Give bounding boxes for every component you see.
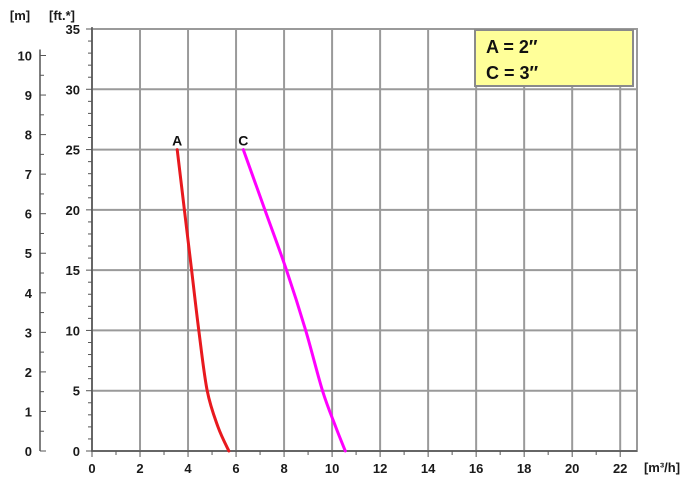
y-tick-label: 5 [73, 384, 80, 399]
x-tick-label: 16 [469, 461, 483, 476]
series-curve-c [241, 148, 347, 453]
y2-tick-label: 7 [25, 167, 32, 182]
y2-tick-label: 4 [25, 286, 33, 301]
series-curve-a [175, 148, 231, 453]
legend-box: A = 2″ C = 3″ [474, 29, 634, 87]
x-tick-label: 10 [325, 461, 339, 476]
y2-tick-label: 5 [25, 246, 32, 261]
x-tick-label: 12 [373, 461, 387, 476]
x-tick-label: 4 [184, 461, 192, 476]
x-tick-label: 2 [136, 461, 143, 476]
x-tick-label: 20 [565, 461, 579, 476]
x-tick-label: 18 [517, 461, 531, 476]
y-tick-label: 10 [66, 323, 80, 338]
y2-tick-label: 10 [18, 48, 32, 63]
y-tick-label: 20 [66, 203, 80, 218]
y2-tick-label: 8 [25, 128, 32, 143]
x-tick-label: 0 [88, 461, 95, 476]
plot-frame [91, 28, 638, 452]
y-tick-label: 35 [66, 22, 80, 37]
y-tick-label: 30 [66, 82, 80, 97]
y2-tick-label: 3 [25, 325, 32, 340]
x-tick-label: 6 [232, 461, 239, 476]
series-label-c: C [238, 133, 248, 149]
y-tick-label: 15 [66, 263, 80, 278]
legend-line-c: C = 3″ [486, 63, 539, 83]
y-tick-label: 0 [73, 444, 80, 459]
tick-labels: 0 2 4 6 8 10 12 14 16 18 20 22051015202530350123456… [18, 22, 628, 476]
grid-lines [91, 28, 638, 452]
legend-line-a: A = 2″ [486, 37, 538, 57]
y2-tick-label: 1 [25, 404, 32, 419]
x-tick-label: 8 [280, 461, 287, 476]
y-axis-unit-ft: [ft.*] [49, 8, 75, 23]
x-tick-label: 22 [613, 461, 627, 476]
y2-axis-unit-m: [m] [10, 8, 30, 23]
axes [39, 27, 637, 457]
y2-tick-label: 0 [25, 444, 32, 459]
y2-tick-label: 2 [25, 365, 32, 380]
x-tick-label: 14 [421, 461, 436, 476]
x-axis-unit: [m³/h] [644, 460, 680, 475]
y2-tick-label: 6 [25, 207, 32, 222]
y-tick-label: 25 [66, 143, 80, 158]
series-label-a: A [172, 133, 182, 149]
y2-tick-label: 9 [25, 88, 32, 103]
